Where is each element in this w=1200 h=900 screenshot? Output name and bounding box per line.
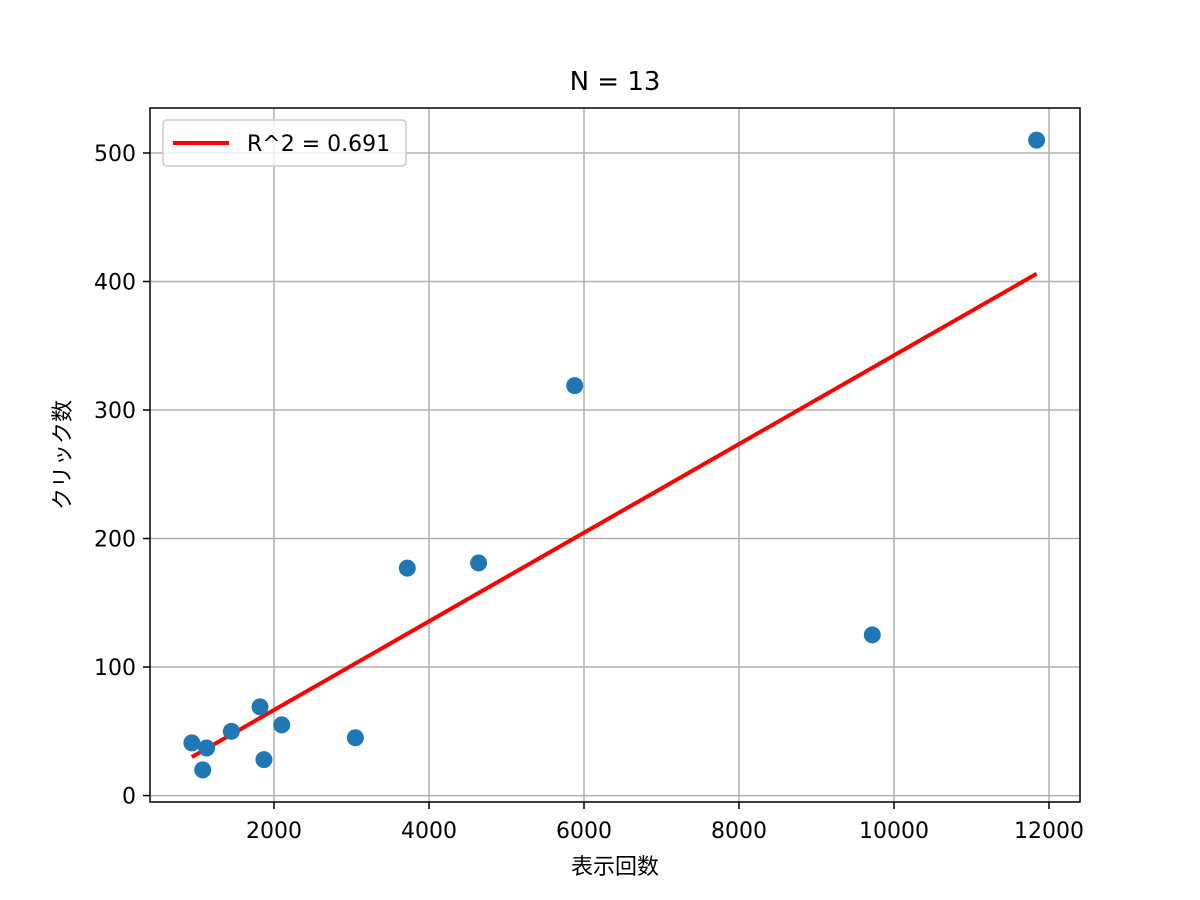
data-point <box>346 729 364 747</box>
x-tick-label: 2000 <box>246 819 302 844</box>
x-tick-label: 8000 <box>711 819 767 844</box>
y-tick-label: 500 <box>94 142 136 167</box>
data-point <box>470 554 488 572</box>
data-point <box>251 698 269 716</box>
plot-frame <box>149 107 1081 803</box>
data-point <box>566 377 584 395</box>
data-point <box>183 734 201 752</box>
legend-box <box>162 119 407 167</box>
x-tick-label: 4000 <box>401 819 457 844</box>
legend: R^2 = 0.691 <box>162 119 407 167</box>
data-point <box>1028 131 1046 149</box>
data-point <box>194 761 212 779</box>
data-point <box>198 739 216 757</box>
y-tick-label: 400 <box>94 271 136 296</box>
y-tick-label: 0 <box>122 785 136 810</box>
x-tick-label: 10000 <box>859 819 929 844</box>
data-point <box>398 559 416 577</box>
y-tick-label: 300 <box>94 399 136 424</box>
data-point <box>863 626 881 644</box>
grid-lines <box>150 108 1080 802</box>
y-tick-label: 200 <box>94 528 136 553</box>
x-tick-label: 12000 <box>1014 819 1084 844</box>
data-point <box>273 716 291 734</box>
data-point <box>255 751 273 769</box>
axis-ticks: 2000 4000 6000 8000 10000 12000 0 100 200 300 400 5… <box>94 142 1084 844</box>
data-point <box>222 722 240 740</box>
x-tick-label: 6000 <box>556 819 612 844</box>
x-axis-label: 表示回数 <box>571 855 659 880</box>
y-tick-label: 100 <box>94 656 136 681</box>
chart-title: N = 13 <box>570 67 661 97</box>
fit-line <box>190 272 1038 759</box>
plot-content <box>183 131 1046 779</box>
y-axis-label: クリック数 <box>51 400 76 510</box>
legend-fit-line-label: R^2 = 0.691 <box>247 132 390 157</box>
